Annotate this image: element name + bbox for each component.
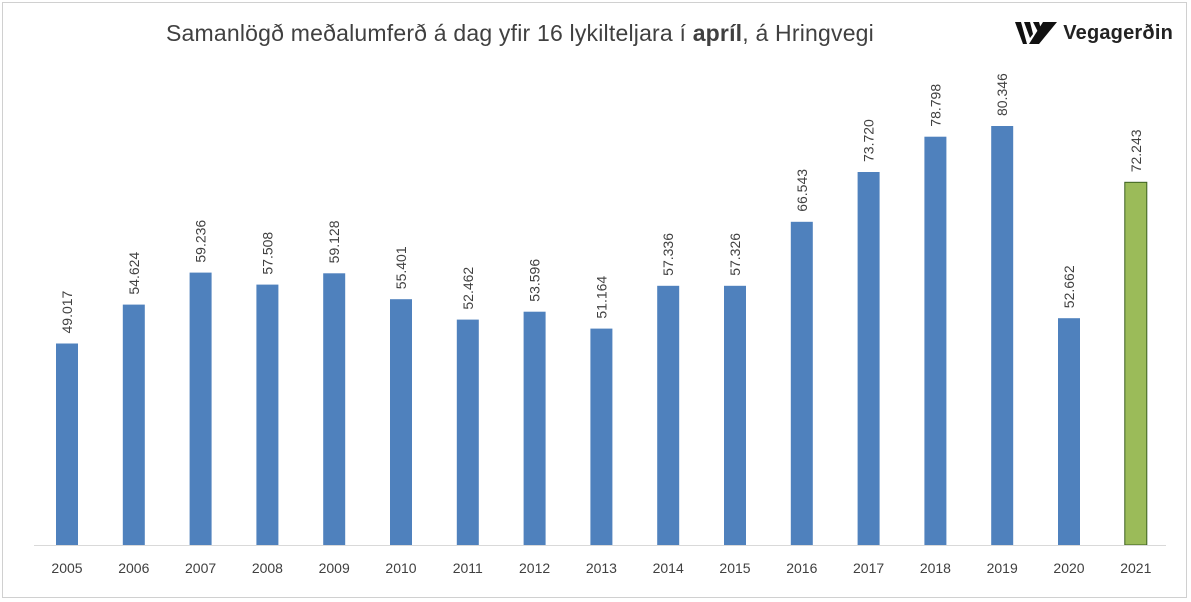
data-label: 80.346 xyxy=(994,73,1010,116)
x-tick-labels: 2005 2006 2007 2008 2009 2010 2011 2012 2013 2014… xyxy=(51,560,1151,576)
x-tick-label: 2021 xyxy=(1120,560,1151,576)
data-label: 53.596 xyxy=(527,259,543,302)
logo-text: Vegagerðin xyxy=(1063,21,1173,44)
data-label: 57.336 xyxy=(660,233,676,276)
data-label: 59.128 xyxy=(326,220,342,263)
x-tick-label: 2011 xyxy=(453,560,483,576)
bar-2016 xyxy=(790,221,813,546)
bar-2010 xyxy=(390,299,412,545)
data-label: 78.798 xyxy=(927,84,943,127)
data-label: 52.662 xyxy=(1061,265,1077,308)
x-tick-label: 2012 xyxy=(519,560,550,576)
data-label: 66.543 xyxy=(794,169,810,212)
x-tick-label: 2019 xyxy=(987,560,1018,576)
x-tick-label: 2017 xyxy=(853,560,884,576)
bar-2013 xyxy=(590,328,613,545)
chart-title-month: apríl xyxy=(692,20,743,46)
bar-2007 xyxy=(189,272,212,545)
x-tick-label: 2005 xyxy=(51,560,82,576)
bar-2012 xyxy=(523,311,546,545)
data-label: 72.243 xyxy=(1128,129,1144,172)
data-label: 51.164 xyxy=(593,276,609,319)
x-tick-label: 2015 xyxy=(719,560,750,576)
vegagerdin-logo: Vegagerðin xyxy=(1015,20,1173,46)
bar-2009 xyxy=(323,273,346,545)
bar-2017 xyxy=(857,172,880,545)
bar-2015 xyxy=(724,285,746,545)
x-tick-label: 2007 xyxy=(185,560,216,576)
data-label: 57.508 xyxy=(259,232,275,275)
bar-2005 xyxy=(56,343,78,545)
bar-2006 xyxy=(122,304,145,545)
x-tick-label: 2013 xyxy=(586,560,617,576)
x-tick-label: 2014 xyxy=(653,560,684,576)
data-label: 57.326 xyxy=(727,233,743,276)
bar-2019 xyxy=(991,126,1014,545)
bar-2021 xyxy=(1124,181,1148,546)
x-tick-label: 2008 xyxy=(252,560,283,576)
x-tick-label: 2020 xyxy=(1053,560,1084,576)
data-label: 54.624 xyxy=(126,252,142,295)
data-label: 49.017 xyxy=(59,290,75,333)
data-label: 59.236 xyxy=(193,220,209,263)
bar-2011 xyxy=(456,319,479,545)
vegagerdin-logo-icon xyxy=(1015,22,1058,44)
x-tick-label: 2006 xyxy=(118,560,149,576)
bars-group xyxy=(56,126,1148,546)
bar-2018 xyxy=(924,136,947,545)
data-label: 73.720 xyxy=(861,119,877,162)
x-tick-label: 2016 xyxy=(786,560,817,576)
bar-2020 xyxy=(1058,318,1080,545)
x-tick-label: 2018 xyxy=(920,560,951,576)
data-label: 55.401 xyxy=(393,246,409,289)
x-tick-label: 2010 xyxy=(385,560,416,576)
bar-2014 xyxy=(657,285,680,545)
data-labels: 49.017 54.624 59.236 57.508 59.128 55.401 52.4… xyxy=(59,73,1144,334)
bar-2008 xyxy=(256,284,279,545)
x-tick-label: 2009 xyxy=(319,560,350,576)
data-label: 52.462 xyxy=(460,267,476,310)
chart-title: Samanlögð meðalumferð á dag yfir 16 lyki… xyxy=(166,20,874,46)
